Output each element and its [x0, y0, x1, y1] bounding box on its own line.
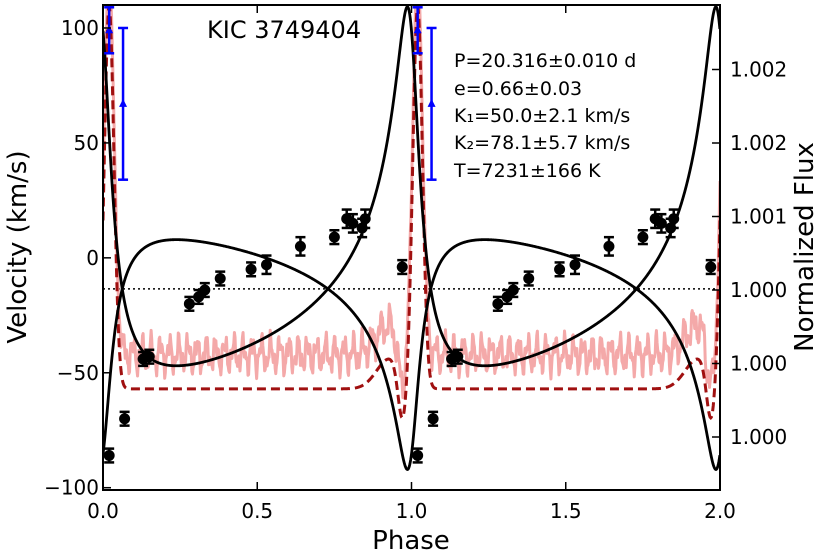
y2-tick-label: 1.000 — [730, 352, 787, 376]
data-marker — [705, 261, 717, 273]
primary-point — [214, 270, 226, 287]
primary-point — [119, 410, 131, 427]
right-axis-title: Normalized Flux — [790, 142, 820, 352]
primary-point — [199, 281, 211, 299]
x-axis-title: Phase — [372, 526, 450, 553]
data-marker — [492, 298, 504, 310]
y-tick-label: 100 — [61, 16, 99, 40]
primary-point — [103, 447, 115, 464]
primary-point — [183, 295, 195, 312]
y2-tick-label: 1.001 — [730, 205, 787, 229]
x-tick-label: 0.0 — [87, 499, 119, 523]
y-axis-title: Velocity (km/s) — [3, 150, 33, 343]
primary-point — [569, 254, 581, 276]
param-k1: K₁=50.0±2.1 km/s — [454, 105, 630, 127]
primary-point — [347, 212, 359, 234]
data-marker — [105, 25, 114, 34]
y-tick-label: 50 — [74, 131, 99, 155]
primary-point — [294, 235, 306, 257]
right-axis-tick-labels: 1.000 1.000 1.000 1.001 1.002 1.002 — [730, 58, 787, 450]
secondary-point — [104, 6, 115, 55]
x-tick-label: 1.0 — [396, 499, 428, 523]
data-marker — [507, 284, 519, 296]
x-tick-label: 2.0 — [704, 499, 736, 523]
data-marker — [569, 259, 581, 271]
param-period: P=20.316±0.010 d — [454, 50, 636, 72]
param-k2: K₂=78.1±5.7 km/s — [454, 132, 630, 154]
secondary-rv-points — [104, 6, 437, 181]
orbital-parameters: P=20.316±0.010 d e=0.66±0.03 K₁=50.0±2.1… — [453, 50, 636, 182]
data-marker — [143, 351, 155, 363]
secondary-rv-model — [103, 5, 720, 368]
light-curve-model — [103, 6, 720, 421]
x-axis-tick-labels: 0.0 0.5 1.0 1.5 2.0 — [87, 499, 736, 523]
observed-light-curve — [103, 5, 720, 400]
x-tick-label: 1.5 — [550, 499, 582, 523]
primary-point — [412, 447, 424, 464]
primary-point — [668, 208, 680, 230]
primary-point — [245, 261, 257, 278]
primary-point — [655, 212, 667, 234]
primary-point — [705, 258, 717, 276]
data-marker — [183, 298, 195, 310]
primary-point — [427, 410, 439, 427]
primary-point — [507, 281, 519, 299]
data-marker — [523, 273, 535, 285]
y-axis-tick-labels: −100 −50 0 50 100 — [44, 16, 99, 500]
y2-tick-label: 1.000 — [730, 278, 787, 302]
y2-tick-label: 1.002 — [730, 58, 787, 82]
data-marker — [637, 231, 649, 243]
data-marker — [668, 213, 680, 225]
primary-point — [603, 235, 615, 257]
plot-area — [103, 5, 720, 471]
data-marker — [412, 450, 424, 462]
y-tick-label: −50 — [57, 361, 99, 385]
data-marker — [359, 213, 371, 225]
data-marker — [452, 351, 464, 363]
secondary-point — [118, 26, 129, 181]
data-marker — [603, 240, 615, 252]
data-marker — [328, 231, 340, 243]
secondary-point — [426, 26, 437, 181]
primary-point — [261, 254, 273, 276]
primary-point — [396, 258, 408, 276]
param-temperature: T=7231±166 K — [453, 160, 601, 182]
secondary-point — [412, 6, 423, 55]
data-marker — [119, 98, 128, 107]
primary-rv-model — [103, 238, 720, 471]
axis-ticks — [102, 5, 721, 490]
primary-point — [359, 208, 371, 230]
data-marker — [655, 217, 667, 229]
data-marker — [554, 263, 566, 275]
param-eccentricity: e=0.66±0.03 — [454, 78, 582, 100]
data-marker — [245, 263, 257, 275]
data-marker — [347, 217, 359, 229]
primary-point — [554, 261, 566, 278]
chart-title: KIC 3749404 — [207, 16, 361, 44]
primary-point — [143, 348, 155, 365]
data-marker — [119, 413, 131, 425]
primary-point — [492, 295, 504, 312]
primary-point — [452, 348, 464, 365]
y2-tick-label: 1.000 — [730, 425, 787, 449]
data-marker — [214, 273, 226, 285]
primary-point — [637, 229, 649, 246]
data-marker — [103, 450, 115, 462]
data-marker — [413, 25, 422, 34]
y2-tick-label: 1.002 — [730, 131, 787, 155]
primary-point — [328, 229, 340, 246]
primary-rv-points — [103, 208, 717, 464]
data-marker — [396, 261, 408, 273]
data-marker — [294, 240, 306, 252]
x-tick-label: 0.5 — [241, 499, 273, 523]
data-marker — [427, 98, 436, 107]
data-marker — [427, 413, 439, 425]
data-marker — [199, 284, 211, 296]
data-marker — [261, 259, 273, 271]
y-tick-label: −100 — [44, 476, 99, 500]
y-tick-label: 0 — [86, 246, 99, 270]
primary-point — [523, 270, 535, 287]
